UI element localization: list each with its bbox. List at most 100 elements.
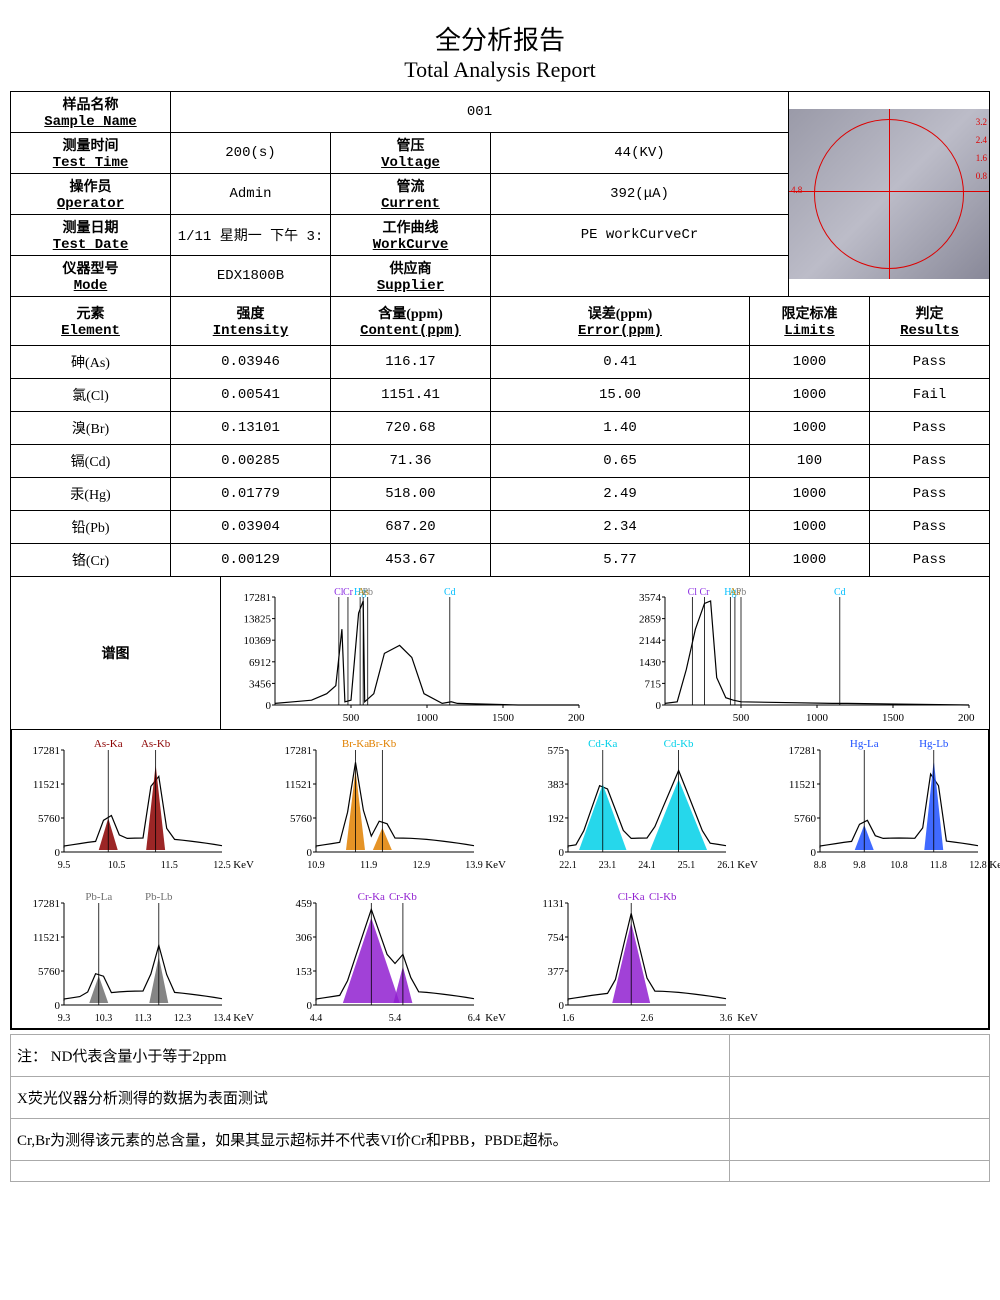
svg-text:17281: 17281 xyxy=(33,745,61,757)
svg-text:Cr: Cr xyxy=(700,587,711,598)
svg-text:11521: 11521 xyxy=(789,779,816,791)
label-sample-name-en: Sample Name xyxy=(17,114,164,130)
value-workcurve: PE workCurveCr xyxy=(491,215,789,256)
svg-text:22.1: 22.1 xyxy=(559,860,577,871)
svg-text:12.9: 12.9 xyxy=(413,860,431,871)
svg-text:Pb: Pb xyxy=(362,587,373,598)
detail-spectrum: 0576011521172818.89.810.811.812.8KeVHg-L… xyxy=(774,734,1000,874)
note-1: 注： ND代表含量小于等于2ppm xyxy=(17,1045,729,1066)
svg-text:3574: 3574 xyxy=(639,592,662,604)
svg-text:11.5: 11.5 xyxy=(161,860,178,871)
element-row: 溴(Br)0.13101720.681.401000Pass xyxy=(11,412,990,445)
svg-text:Cl-Ka: Cl-Ka xyxy=(618,891,645,903)
svg-text:5760: 5760 xyxy=(290,813,313,825)
label-mode-cn: 仪器型号 xyxy=(17,258,164,278)
svg-text:6.4: 6.4 xyxy=(468,1013,481,1024)
svg-text:0: 0 xyxy=(656,700,662,712)
svg-text:Hg-Lb: Hg-Lb xyxy=(919,738,949,750)
svg-text:Cr-Kb: Cr-Kb xyxy=(389,891,417,903)
svg-text:0: 0 xyxy=(55,1000,61,1012)
detail-cell: 037775411311.62.63.6KeVCl-KaCl-Kb xyxy=(516,883,768,1036)
metadata-table: 样品名称 Sample Name 001 3.2 2.4 1.6 0.8 4.8… xyxy=(10,91,990,297)
svg-text:Cl-Kb: Cl-Kb xyxy=(649,891,677,903)
detail-spectrum: 0576011521172819.510.511.512.5KeVAs-KaAs… xyxy=(18,734,258,874)
svg-text:0: 0 xyxy=(55,847,61,859)
value-operator: Admin xyxy=(171,174,331,215)
value-supplier xyxy=(491,256,789,297)
svg-text:1000: 1000 xyxy=(806,712,829,723)
svg-text:11.3: 11.3 xyxy=(134,1013,151,1024)
element-row: 铬(Cr)0.00129453.675.771000Pass xyxy=(11,544,990,577)
detail-cell: 05760115211728110.911.912.913.9KeVBr-KaB… xyxy=(264,730,516,883)
svg-text:0: 0 xyxy=(307,847,313,859)
svg-text:23.1: 23.1 xyxy=(599,860,617,871)
element-row: 砷(As)0.03946116.170.411000Pass xyxy=(11,346,990,379)
svg-text:17281: 17281 xyxy=(789,745,817,757)
element-row: 汞(Hg)0.01779518.002.491000Pass xyxy=(11,478,990,511)
svg-text:8.8: 8.8 xyxy=(814,860,827,871)
detail-spectrum: 019238357522.123.124.125.126.1KeVCd-KaCd… xyxy=(522,734,762,874)
detail-cell: 0576011521172819.310.311.312.313.4KeVPb-… xyxy=(12,883,264,1036)
svg-text:9.3: 9.3 xyxy=(58,1013,71,1024)
svg-text:KeV: KeV xyxy=(737,1012,758,1024)
svg-text:377: 377 xyxy=(548,966,565,978)
title-cn: 全分析报告 xyxy=(10,20,990,57)
svg-text:13825: 13825 xyxy=(244,614,272,626)
svg-text:11521: 11521 xyxy=(33,932,60,944)
svg-text:5760: 5760 xyxy=(38,966,61,978)
label-mode-en: Mode xyxy=(17,278,164,294)
spectra-label: 谱图 xyxy=(11,577,221,729)
svg-text:11521: 11521 xyxy=(33,779,60,791)
note-2: X荧光仪器分析测得的数据为表面测试 xyxy=(17,1087,729,1108)
value-mode: EDX1800B xyxy=(171,256,331,297)
svg-text:3.6: 3.6 xyxy=(720,1013,733,1024)
detail-cell: 0576011521172819.510.511.512.5KeVAs-KaAs… xyxy=(12,730,264,883)
svg-text:459: 459 xyxy=(296,898,313,910)
detail-cell xyxy=(768,883,1000,1036)
detail-cell: 01533064594.45.46.4KeVCr-KaCr-Kb xyxy=(264,883,516,1036)
sample-image-cell: 3.2 2.4 1.6 0.8 4.8 xyxy=(789,92,990,297)
svg-text:KeV: KeV xyxy=(485,1012,506,1024)
svg-text:10.8: 10.8 xyxy=(890,860,908,871)
svg-text:Pb-Lb: Pb-Lb xyxy=(145,891,173,903)
svg-text:17281: 17281 xyxy=(285,745,313,757)
detail-cell: 0576011521172818.89.810.811.812.8KeVHg-L… xyxy=(768,730,1000,883)
label-current-cn: 管流 xyxy=(337,176,484,196)
svg-text:11.9: 11.9 xyxy=(360,860,377,871)
label-workcurve-en: WorkCurve xyxy=(337,237,484,253)
sample-image: 3.2 2.4 1.6 0.8 4.8 xyxy=(789,109,989,279)
value-test-date: 1/11 星期一 下午 3: xyxy=(171,215,331,256)
svg-text:1500: 1500 xyxy=(492,712,515,723)
svg-text:KeV: KeV xyxy=(233,1012,254,1024)
label-test-date-en: Test Date xyxy=(17,237,164,253)
value-voltage: 44(KV) xyxy=(491,133,789,174)
svg-text:715: 715 xyxy=(645,678,662,690)
svg-text:25.1: 25.1 xyxy=(678,860,696,871)
svg-text:12.5: 12.5 xyxy=(213,860,231,871)
svg-text:Cd: Cd xyxy=(444,587,456,598)
svg-text:4.4: 4.4 xyxy=(310,1013,323,1024)
svg-text:5760: 5760 xyxy=(38,813,61,825)
overview-spectrum: 07151430214428593574500100015002000ClCrH… xyxy=(615,583,975,723)
element-row: 氯(Cl)0.005411151.4115.001000Fail xyxy=(11,379,990,412)
svg-text:9.5: 9.5 xyxy=(58,860,71,871)
value-test-time: 200(s) xyxy=(171,133,331,174)
svg-text:KeV: KeV xyxy=(989,859,1000,871)
label-operator-cn: 操作员 xyxy=(17,176,164,196)
svg-text:17281: 17281 xyxy=(244,592,272,604)
label-current-en: Current xyxy=(337,196,484,212)
svg-text:2144: 2144 xyxy=(639,635,662,647)
note-3: Cr,Br为测得该元素的总含量，如果其显示超标并不代表VI价Cr和PBB，PBD… xyxy=(17,1129,729,1150)
label-test-time-cn: 测量时间 xyxy=(17,135,164,155)
detail-spectrum: 0576011521172819.310.311.312.313.4KeVPb-… xyxy=(18,887,258,1027)
label-test-time-en: Test Time xyxy=(17,155,164,171)
svg-text:As-Kb: As-Kb xyxy=(141,738,171,750)
svg-text:2000: 2000 xyxy=(958,712,975,723)
svg-text:As-Ka: As-Ka xyxy=(94,738,123,750)
detail-spectra-grid: 0576011521172819.510.511.512.5KeVAs-KaAs… xyxy=(10,730,990,1030)
label-workcurve-cn: 工作曲线 xyxy=(337,217,484,237)
svg-text:11.8: 11.8 xyxy=(930,860,947,871)
label-supplier-cn: 供应商 xyxy=(337,258,484,278)
svg-text:13.9: 13.9 xyxy=(465,860,483,871)
svg-text:KeV: KeV xyxy=(233,859,254,871)
